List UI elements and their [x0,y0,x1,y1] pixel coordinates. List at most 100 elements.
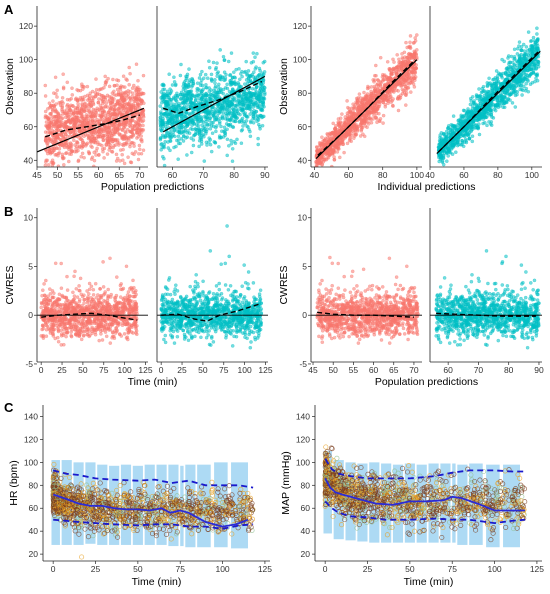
data-point [69,142,74,146]
data-point [188,100,193,105]
data-point [220,129,224,133]
data-point [162,156,166,161]
data-point [118,85,122,90]
data-point [451,114,456,118]
data-point [256,114,260,118]
data-point [399,79,404,84]
data-point [187,67,191,71]
data-point [162,163,167,167]
data-point [240,69,244,74]
data-point [111,77,115,82]
data-point [207,59,211,63]
data-point [202,159,207,163]
data-point [55,88,59,93]
data-point [322,157,327,162]
data-point [396,89,400,93]
data-point [254,65,258,69]
data-point [397,97,402,101]
data-point [141,148,146,152]
data-point [141,113,146,118]
data-point [319,156,324,160]
data-point [123,129,127,134]
data-point [350,112,354,116]
data-point [158,124,163,128]
data-point [341,142,345,147]
data-point [243,94,248,98]
data-point [92,150,96,155]
data-point [210,131,215,135]
data-point [259,90,263,95]
data-point [120,135,124,139]
data-point [61,85,66,90]
data-point [244,119,249,123]
data-point [378,119,382,124]
data-point [248,134,253,139]
data-point [378,84,383,88]
data-point [108,123,112,128]
data-point [226,59,231,64]
data-point [400,52,404,56]
data-point [140,139,144,144]
data-point [65,80,70,85]
data-point [175,91,179,96]
data-point [470,139,475,144]
data-point [89,157,94,161]
data-point [485,84,490,89]
data-point [106,110,110,115]
data-point [159,148,163,152]
data-point [230,147,235,151]
data-point [243,113,247,118]
data-point [191,108,195,112]
data-point [363,101,367,105]
data-point [329,144,334,148]
data-point [185,153,189,157]
panel-label-b: B [4,204,13,219]
data-point [47,101,52,105]
data-point [218,87,223,91]
x-tick-label: 55 [73,170,83,180]
data-point [492,77,496,82]
data-point [101,138,105,142]
data-point [91,114,96,118]
data-point [102,156,106,160]
data-point [169,115,174,119]
data-point [362,90,366,95]
data-point [242,107,246,111]
data-point [512,47,517,52]
data-point [194,117,199,122]
data-point [237,92,241,96]
data-point [333,143,338,148]
data-point [163,93,168,97]
data-point [137,143,142,148]
data-point [470,134,475,138]
data-point [502,105,507,110]
data-point [174,98,178,103]
data-point [391,104,395,108]
data-point [114,152,119,157]
data-point [347,107,351,111]
data-point [92,158,97,163]
data-point [91,96,96,100]
data-point [382,85,387,90]
data-point [195,81,200,85]
data-point [199,117,203,122]
data-point [124,77,128,81]
data-point [60,116,65,120]
data-point [43,163,48,167]
data-point [90,145,94,149]
data-point [103,74,107,79]
data-point [57,147,62,151]
data-point [218,74,223,78]
data-point [192,121,197,126]
data-point [195,131,199,135]
data-point [58,113,63,118]
data-point [180,101,185,105]
data-point [172,75,176,79]
data-point [136,118,141,123]
data-point [186,122,191,126]
data-point [328,147,333,152]
data-point [391,66,396,71]
data-point [217,90,222,94]
y-tick-label: 60 [24,122,34,132]
